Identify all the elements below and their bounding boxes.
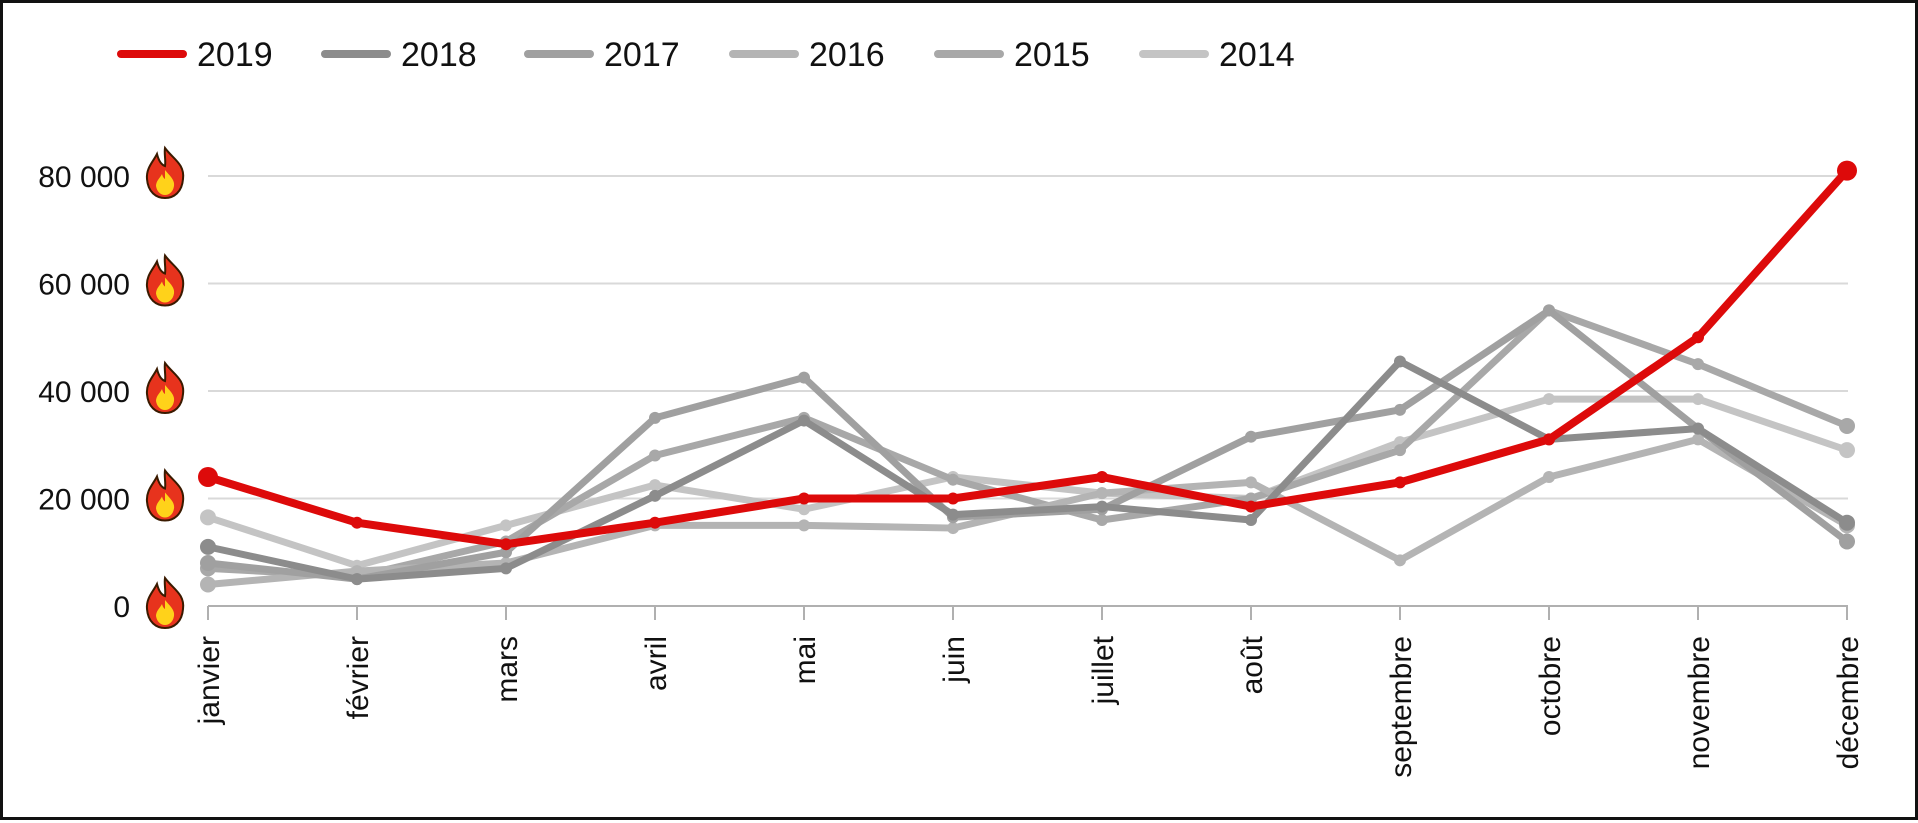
- y-tick-label: 80 000: [38, 161, 130, 194]
- series-line-2015: [204, 306, 1851, 580]
- data-point-2018: [200, 538, 216, 555]
- data-point-2016: [798, 519, 810, 532]
- x-tick-label: janvier: [193, 636, 226, 725]
- y-tick-label: 20 000: [38, 484, 130, 517]
- series-2018: [200, 355, 1855, 586]
- data-point-2016: [1096, 487, 1108, 500]
- data-point-2015: [1692, 358, 1704, 371]
- data-point-2019: [198, 467, 218, 487]
- legend-label: 2016: [809, 36, 885, 74]
- legend-label: 2014: [1219, 36, 1295, 74]
- fire-emoji-icon: [145, 360, 185, 415]
- data-point-2019: [1692, 331, 1704, 344]
- x-tick-label: octobre: [1534, 636, 1567, 736]
- data-point-2018: [351, 573, 363, 586]
- y-tick-label: 40 000: [38, 376, 130, 409]
- x-tick-label: avril: [640, 636, 673, 691]
- legend-item-2017: 2017: [524, 36, 680, 74]
- fire-emoji-icon: [145, 575, 185, 630]
- data-point-2014: [1839, 442, 1855, 459]
- data-point-2017: [798, 371, 810, 384]
- series-2019: [198, 160, 1857, 551]
- data-point-2019: [649, 516, 661, 529]
- data-point-2015: [1394, 444, 1406, 457]
- y-tick-label: 0: [113, 591, 130, 624]
- data-point-2017: [1543, 304, 1555, 317]
- data-point-2015: [1839, 417, 1855, 434]
- data-point-2016: [1543, 471, 1555, 483]
- data-point-2019: [1837, 160, 1857, 181]
- data-point-2016: [1692, 433, 1704, 446]
- x-tick-label: août: [1236, 635, 1269, 694]
- data-point-2014: [798, 503, 810, 516]
- x-tick-label: décembre: [1832, 636, 1865, 769]
- data-point-2016: [1394, 554, 1406, 567]
- data-point-2016: [1245, 476, 1257, 489]
- data-point-2018: [500, 562, 512, 575]
- series-lines: [198, 160, 1857, 593]
- x-tick-label: juillet: [1087, 635, 1120, 705]
- data-point-2016: [200, 576, 216, 593]
- data-point-2015: [947, 473, 959, 486]
- data-point-2017: [1839, 533, 1855, 550]
- legend-item-2015: 2015: [934, 36, 1090, 74]
- legend: 2019 2018 2017 2016 2015 2014: [117, 36, 1295, 74]
- x-tick-label: février: [342, 636, 375, 719]
- legend-item-2018: 2018: [321, 36, 477, 74]
- data-point-2017: [649, 411, 661, 424]
- data-point-2018: [798, 414, 810, 427]
- data-point-2018: [1839, 514, 1855, 531]
- x-tick-label: septembre: [1385, 636, 1418, 778]
- legend-label: 2018: [401, 36, 477, 74]
- legend-item-2016: 2016: [729, 36, 885, 74]
- y-axis: 0 20 000 40 000 60 000 80 000: [38, 145, 185, 630]
- data-point-2014: [649, 479, 661, 492]
- data-point-2014: [200, 509, 216, 526]
- data-point-2019: [1245, 500, 1257, 513]
- series-line-2018: [204, 357, 1851, 583]
- data-point-2018: [1394, 355, 1406, 368]
- data-point-2014: [1692, 393, 1704, 406]
- y-tick-label: 60 000: [38, 269, 130, 302]
- data-point-2018: [649, 489, 661, 502]
- data-point-2015: [649, 449, 661, 462]
- x-tick-label: mars: [491, 636, 524, 703]
- legend-item-2014: 2014: [1139, 36, 1295, 74]
- series-line-2019: [204, 166, 1851, 549]
- data-point-2018: [947, 508, 959, 521]
- data-point-2018: [1096, 500, 1108, 513]
- x-axis: janvier février mars avril mai juin juillet aoû…: [193, 605, 1865, 778]
- legend-label: 2015: [1014, 36, 1090, 74]
- data-point-2017: [200, 555, 216, 571]
- data-point-2019: [798, 492, 810, 505]
- data-point-2014: [1543, 393, 1555, 406]
- data-point-2019: [1394, 476, 1406, 489]
- data-point-2019: [1096, 471, 1108, 483]
- data-point-2019: [947, 492, 959, 505]
- legend-label: 2017: [604, 36, 680, 74]
- data-point-2015: [1096, 514, 1108, 526]
- data-point-2014: [500, 519, 512, 532]
- fire-emoji-icon: [145, 467, 185, 522]
- x-tick-label: mai: [789, 636, 822, 684]
- gridlines: [208, 175, 1848, 500]
- x-tick-label: juin: [938, 636, 971, 684]
- data-point-2017: [1394, 403, 1406, 416]
- data-point-2016: [947, 522, 959, 535]
- legend-item-2019: 2019: [117, 36, 273, 74]
- data-point-2019: [351, 516, 363, 529]
- fire-emoji-icon: [145, 252, 185, 307]
- data-point-2018: [1245, 514, 1257, 526]
- series-2014: [200, 393, 1855, 572]
- x-tick-label: novembre: [1683, 636, 1716, 769]
- line-chart: 2019 2018 2017 2016 2015 2014 0 20 000 40 000 60…: [38, 36, 1865, 778]
- fire-emoji-icon: [145, 145, 185, 200]
- data-point-2019: [1543, 433, 1555, 446]
- data-point-2017: [1245, 430, 1257, 443]
- legend-label: 2019: [197, 36, 273, 74]
- data-point-2018: [1692, 422, 1704, 435]
- data-point-2019: [500, 538, 512, 551]
